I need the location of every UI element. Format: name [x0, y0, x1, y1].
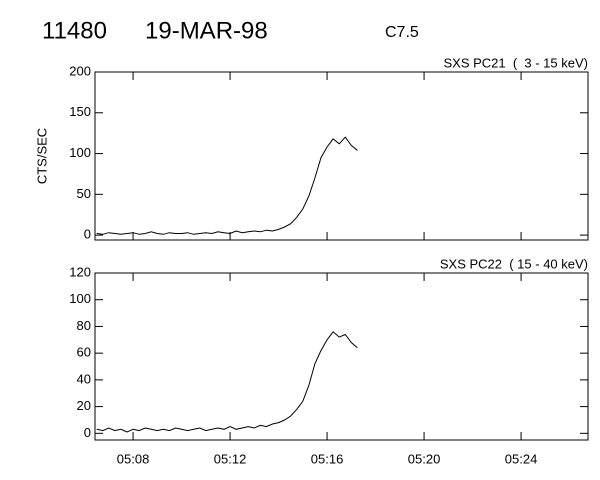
plot-frame — [94, 71, 589, 241]
y-tick-label: 200 — [69, 63, 91, 78]
panel-title: SXS PC22 ( 15 - 40 keV) — [440, 256, 588, 271]
event-id: 11480 — [42, 17, 107, 44]
y-tick-label: 20 — [77, 398, 91, 413]
panel-title: SXS PC21 ( 3 - 15 keV) — [443, 55, 588, 70]
y-tick-label: 60 — [77, 345, 91, 360]
y-tick-label: 150 — [69, 104, 91, 119]
y-tick-label: 0 — [84, 227, 91, 242]
y-tick-label: 50 — [77, 186, 91, 201]
data-line — [96, 331, 358, 433]
x-tick-label: 05:12 — [214, 451, 247, 466]
y-tick-label: 0 — [84, 425, 91, 440]
x-tick-label: 05:20 — [408, 451, 441, 466]
y-tick-label: 80 — [77, 318, 91, 333]
y-axis-label: CTS/SEC — [34, 128, 49, 184]
x-tick-label: 05:24 — [505, 451, 538, 466]
x-tick-label: 05:08 — [117, 451, 150, 466]
x-tick-label: 05:16 — [311, 451, 344, 466]
data-line — [96, 136, 358, 235]
plot-frame — [94, 272, 589, 441]
event-date: 19-MAR-98 — [145, 17, 268, 44]
flare-class: C7.5 — [385, 24, 419, 41]
y-tick-label: 100 — [69, 291, 91, 306]
y-tick-label: 120 — [69, 264, 91, 279]
y-tick-label: 40 — [77, 371, 91, 386]
y-tick-label: 100 — [69, 145, 91, 160]
